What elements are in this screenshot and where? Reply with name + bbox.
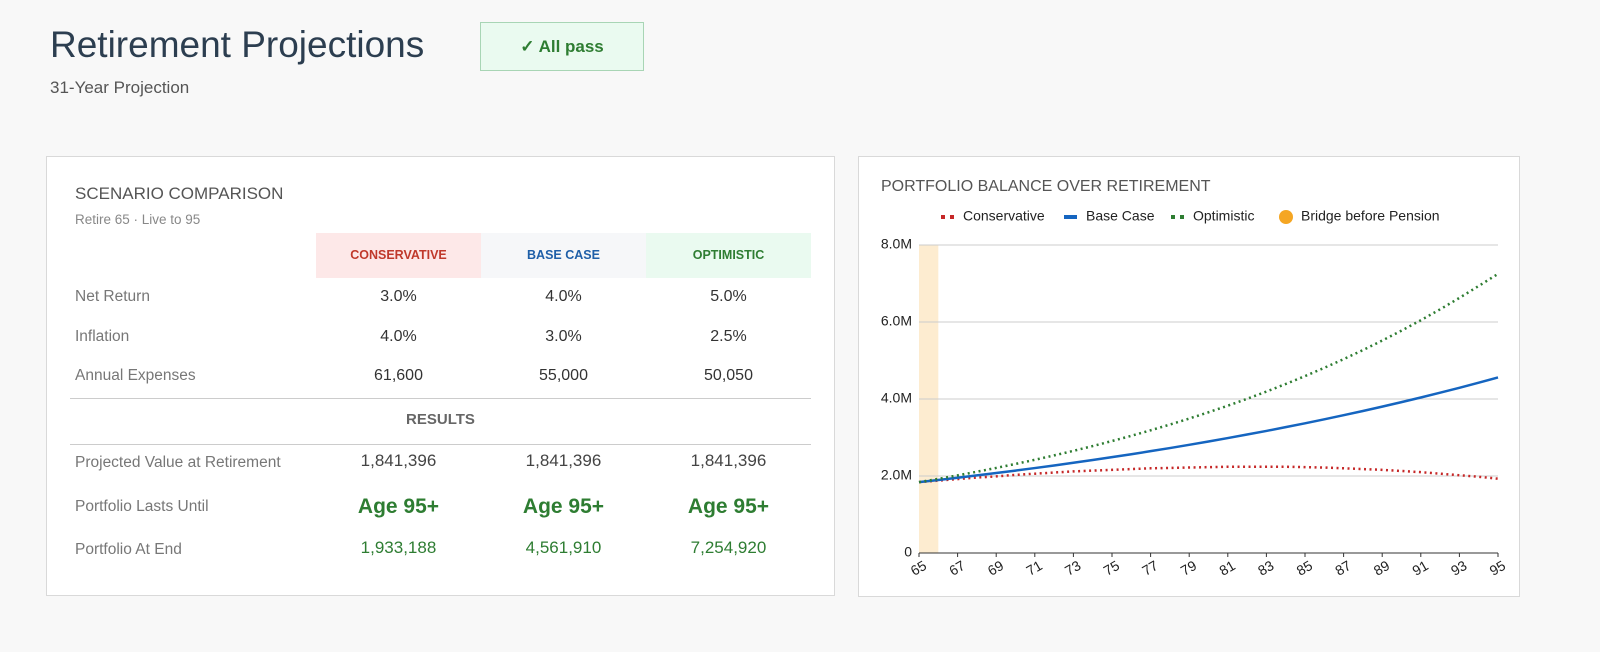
result-cell: Age 95+ <box>357 495 440 518</box>
card-title: SCENARIO COMPARISON <box>75 184 284 203</box>
results-heading: RESULTS <box>406 411 475 428</box>
y-tick-label: 6.0M <box>881 313 912 329</box>
series-line <box>918 376 1499 484</box>
chart-card: PORTFOLIO BALANCE OVER RETIREMENT 0 2.0M 4… <box>858 156 1520 597</box>
x-tick-label: 77 <box>1139 557 1161 579</box>
cell: 4.0% <box>545 288 582 305</box>
cell: 61,600 <box>374 367 423 384</box>
result-cell: Age 95+ <box>687 495 770 518</box>
result-cell: 1,841,396 <box>360 451 437 470</box>
result-cell: 1,933,188 <box>360 538 437 557</box>
card-subtitle: Retire 65 · Live to 95 <box>75 212 201 227</box>
x-tick-label: 79 <box>1178 557 1200 579</box>
legend-label: Bridge before Pension <box>1301 208 1440 224</box>
x-tick-label: 85 <box>1294 557 1316 579</box>
x-tick-label: 89 <box>1371 557 1393 579</box>
y-tick-label: 2.0M <box>881 467 912 483</box>
cell: 3.0% <box>380 288 417 305</box>
cell: 4.0% <box>380 328 417 345</box>
x-tick-label: 75 <box>1101 557 1123 579</box>
x-tick-label: 95 <box>1487 557 1509 579</box>
result-cell: 1,841,396 <box>690 451 767 470</box>
result-cell: 1,841,396 <box>525 451 602 470</box>
page-subtitle: 31-Year Projection <box>50 78 190 97</box>
row-label: Annual Expenses <box>75 367 196 384</box>
legend-marker <box>1064 215 1077 219</box>
x-tick-label: 65 <box>908 557 930 579</box>
legend-label: Conservative <box>963 208 1045 224</box>
x-tick-label: 81 <box>1216 557 1238 579</box>
legend-marker <box>941 215 945 219</box>
scenario-card: SCENARIO COMPARISON Retire 65 · Live to … <box>46 156 835 596</box>
row-label: Portfolio Lasts Until <box>75 498 209 515</box>
result-cell: 4,561,910 <box>525 538 602 557</box>
x-tick-label: 93 <box>1448 557 1470 579</box>
row-label: Projected Value at Retirement <box>75 454 281 471</box>
x-tick-label: 71 <box>1023 557 1045 579</box>
x-tick-label: 87 <box>1332 557 1354 579</box>
x-tick-label: 91 <box>1409 557 1431 579</box>
x-tick-label: 83 <box>1255 557 1277 579</box>
cell: 5.0% <box>710 288 747 305</box>
column-header: BASE CASE <box>481 233 646 278</box>
divider <box>70 444 811 445</box>
y-tick-label: 4.0M <box>881 390 912 406</box>
x-tick-label: 67 <box>946 557 968 579</box>
cell: 50,050 <box>704 367 753 384</box>
legend-marker <box>1180 215 1184 219</box>
legend-label: Optimistic <box>1193 208 1254 224</box>
result-cell: 7,254,920 <box>690 538 767 557</box>
status-badge: ✓ All pass <box>480 22 644 71</box>
chart: PORTFOLIO BALANCE OVER RETIREMENT 0 2.0M 4… <box>881 178 1509 579</box>
chart-title: PORTFOLIO BALANCE OVER RETIREMENT <box>881 178 1211 195</box>
divider <box>70 398 811 399</box>
x-tick-label: 69 <box>985 557 1007 579</box>
legend-label: Base Case <box>1086 208 1155 224</box>
series-line <box>918 272 1499 484</box>
x-tick-label: 73 <box>1062 557 1084 579</box>
y-tick-label: 0 <box>904 544 912 560</box>
series-line <box>918 465 1499 484</box>
row-label: Net Return <box>75 288 150 305</box>
legend-marker <box>1171 215 1175 219</box>
cell: 55,000 <box>539 367 588 384</box>
legend-marker <box>950 215 954 219</box>
row-label: Inflation <box>75 328 130 345</box>
cell: 3.0% <box>545 328 582 345</box>
page-title: Retirement Projections <box>50 24 425 65</box>
cell: 2.5% <box>710 328 747 345</box>
column-header: CONSERVATIVE <box>316 233 481 278</box>
legend-marker <box>1279 210 1293 224</box>
column-header: OPTIMISTIC <box>646 233 811 278</box>
row-label: Portfolio At End <box>75 541 182 558</box>
result-cell: Age 95+ <box>522 495 605 518</box>
y-tick-label: 8.0M <box>881 236 912 252</box>
